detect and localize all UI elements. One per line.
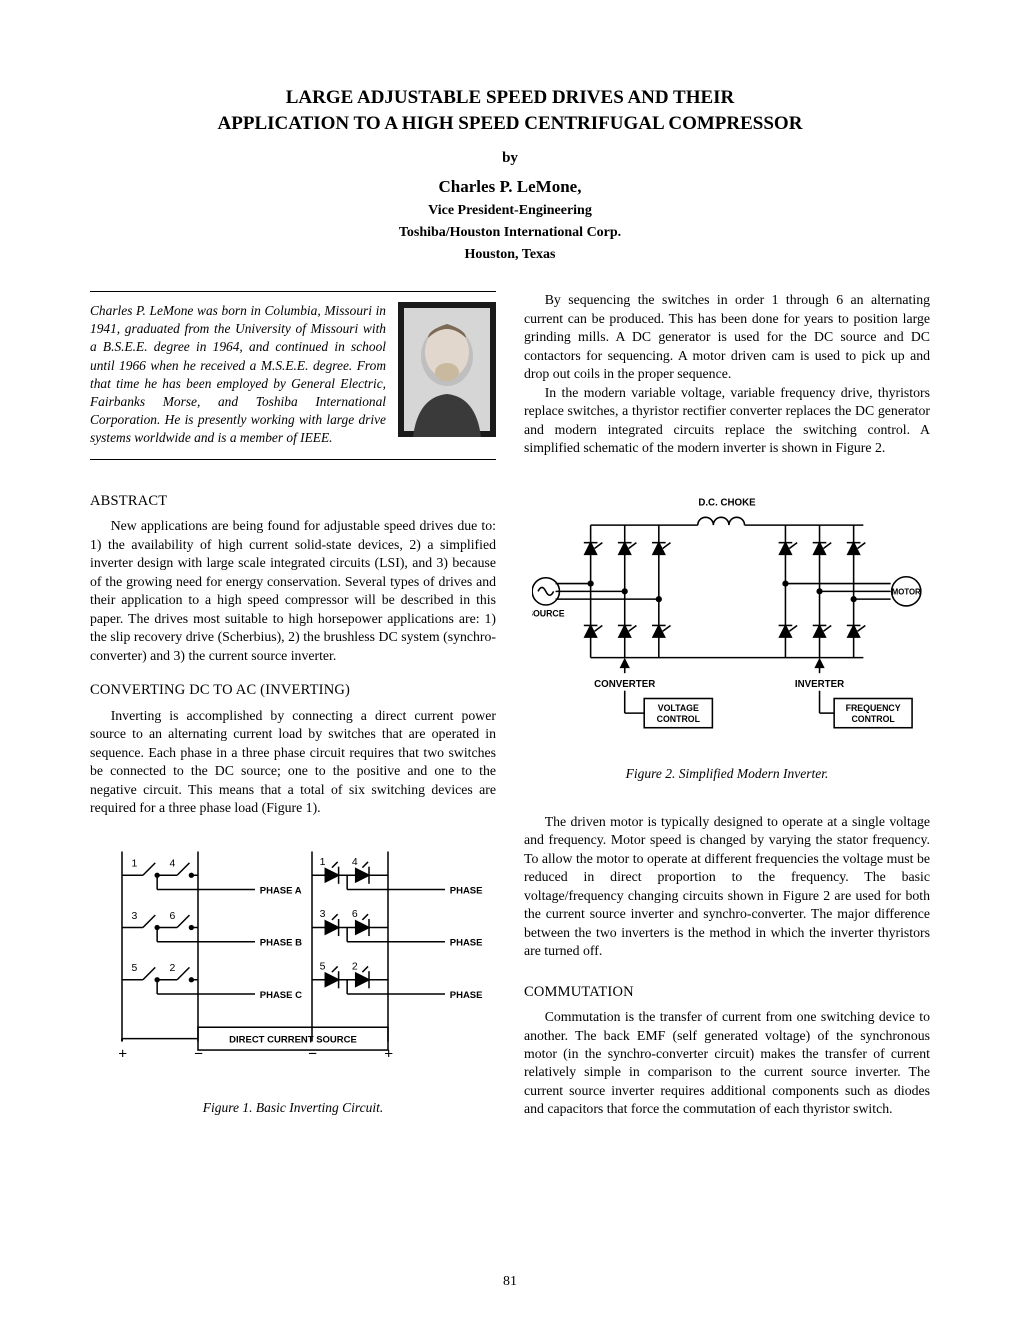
driven-motor-paragraph: The driven motor is typically designed t… xyxy=(524,813,930,961)
figure-2: D.C. CHOKE xyxy=(524,492,930,783)
svg-text:1: 1 xyxy=(132,858,138,869)
author-name: Charles P. LeMone, xyxy=(90,177,930,197)
svg-text:4: 4 xyxy=(352,856,358,867)
svg-text:5: 5 xyxy=(320,961,326,972)
abstract-paragraph: New applications are being found for adj… xyxy=(90,517,496,665)
author-bio-block: Charles P. LeMone was born in Columbia, … xyxy=(90,291,496,460)
abstract-heading: ABSTRACT xyxy=(90,492,496,511)
by-label: by xyxy=(90,150,930,167)
title-line-2: APPLICATION TO A HIGH SPEED CENTRIFUGAL … xyxy=(90,111,930,137)
svg-text:CONTROL: CONTROL xyxy=(657,714,701,724)
svg-text:MOTOR: MOTOR xyxy=(892,587,921,596)
figure-2-caption: Figure 2. Simplified Modern Inverter. xyxy=(524,765,930,783)
figure-1-caption: Figure 1. Basic Inverting Circuit. xyxy=(90,1099,496,1117)
right-column: By sequencing the switches in order 1 th… xyxy=(524,291,930,1119)
page-number: 81 xyxy=(0,1274,1020,1290)
svg-text:D.C. CHOKE: D.C. CHOKE xyxy=(698,497,756,508)
title-block: LARGE ADJUSTABLE SPEED DRIVES AND THEIR … xyxy=(90,85,930,263)
svg-text:PHASE C: PHASE C xyxy=(450,989,483,1000)
converting-paragraph: Inverting is accomplished by connecting … xyxy=(90,707,496,818)
author-photo xyxy=(398,302,496,437)
left-column: Charles P. LeMone was born in Columbia, … xyxy=(90,291,496,1119)
svg-text:CONVERTER: CONVERTER xyxy=(594,678,655,689)
svg-text:1: 1 xyxy=(320,856,326,867)
svg-text:−: − xyxy=(308,1045,317,1062)
svg-text:VOLTAGE: VOLTAGE xyxy=(658,703,699,713)
author-bio-text: Charles P. LeMone was born in Columbia, … xyxy=(90,302,386,447)
svg-text:4: 4 xyxy=(170,858,176,869)
author-role: Vice President-Engineering xyxy=(90,203,930,219)
svg-text:SOURCE: SOURCE xyxy=(532,608,565,618)
svg-text:+: + xyxy=(118,1045,127,1062)
sequencing-paragraph-2: In the modern variable voltage, variable… xyxy=(524,384,930,458)
author-org: Toshiba/Houston International Corp. xyxy=(90,225,930,241)
svg-text:3: 3 xyxy=(132,911,138,922)
svg-text:3: 3 xyxy=(320,909,326,920)
converting-heading: CONVERTING DC TO AC (INVERTING) xyxy=(90,681,496,700)
title-line-1: LARGE ADJUSTABLE SPEED DRIVES AND THEIR xyxy=(90,85,930,111)
svg-text:INVERTER: INVERTER xyxy=(795,678,844,689)
svg-text:PHASE A: PHASE A xyxy=(450,885,483,896)
svg-text:CONTROL: CONTROL xyxy=(851,714,895,724)
commutation-paragraph: Commutation is the transfer of current f… xyxy=(524,1008,930,1119)
svg-text:2: 2 xyxy=(352,961,358,972)
svg-text:PHASE B: PHASE B xyxy=(450,937,483,948)
svg-text:FREQUENCY: FREQUENCY xyxy=(846,703,901,713)
commutation-heading: COMMUTATION xyxy=(524,983,930,1002)
svg-text:2: 2 xyxy=(170,963,176,974)
author-loc: Houston, Texas xyxy=(90,247,930,263)
figure-1: 1 4 xyxy=(90,842,496,1117)
svg-text:6: 6 xyxy=(352,909,358,920)
svg-text:PHASE B: PHASE B xyxy=(260,937,302,948)
svg-text:6: 6 xyxy=(170,911,176,922)
svg-text:PHASE A: PHASE A xyxy=(260,885,302,896)
svg-text:DIRECT CURRENT SOURCE: DIRECT CURRENT SOURCE xyxy=(229,1034,357,1045)
sequencing-paragraph-1: By sequencing the switches in order 1 th… xyxy=(524,291,930,383)
svg-text:5: 5 xyxy=(132,963,138,974)
svg-text:PHASE C: PHASE C xyxy=(260,989,302,1000)
